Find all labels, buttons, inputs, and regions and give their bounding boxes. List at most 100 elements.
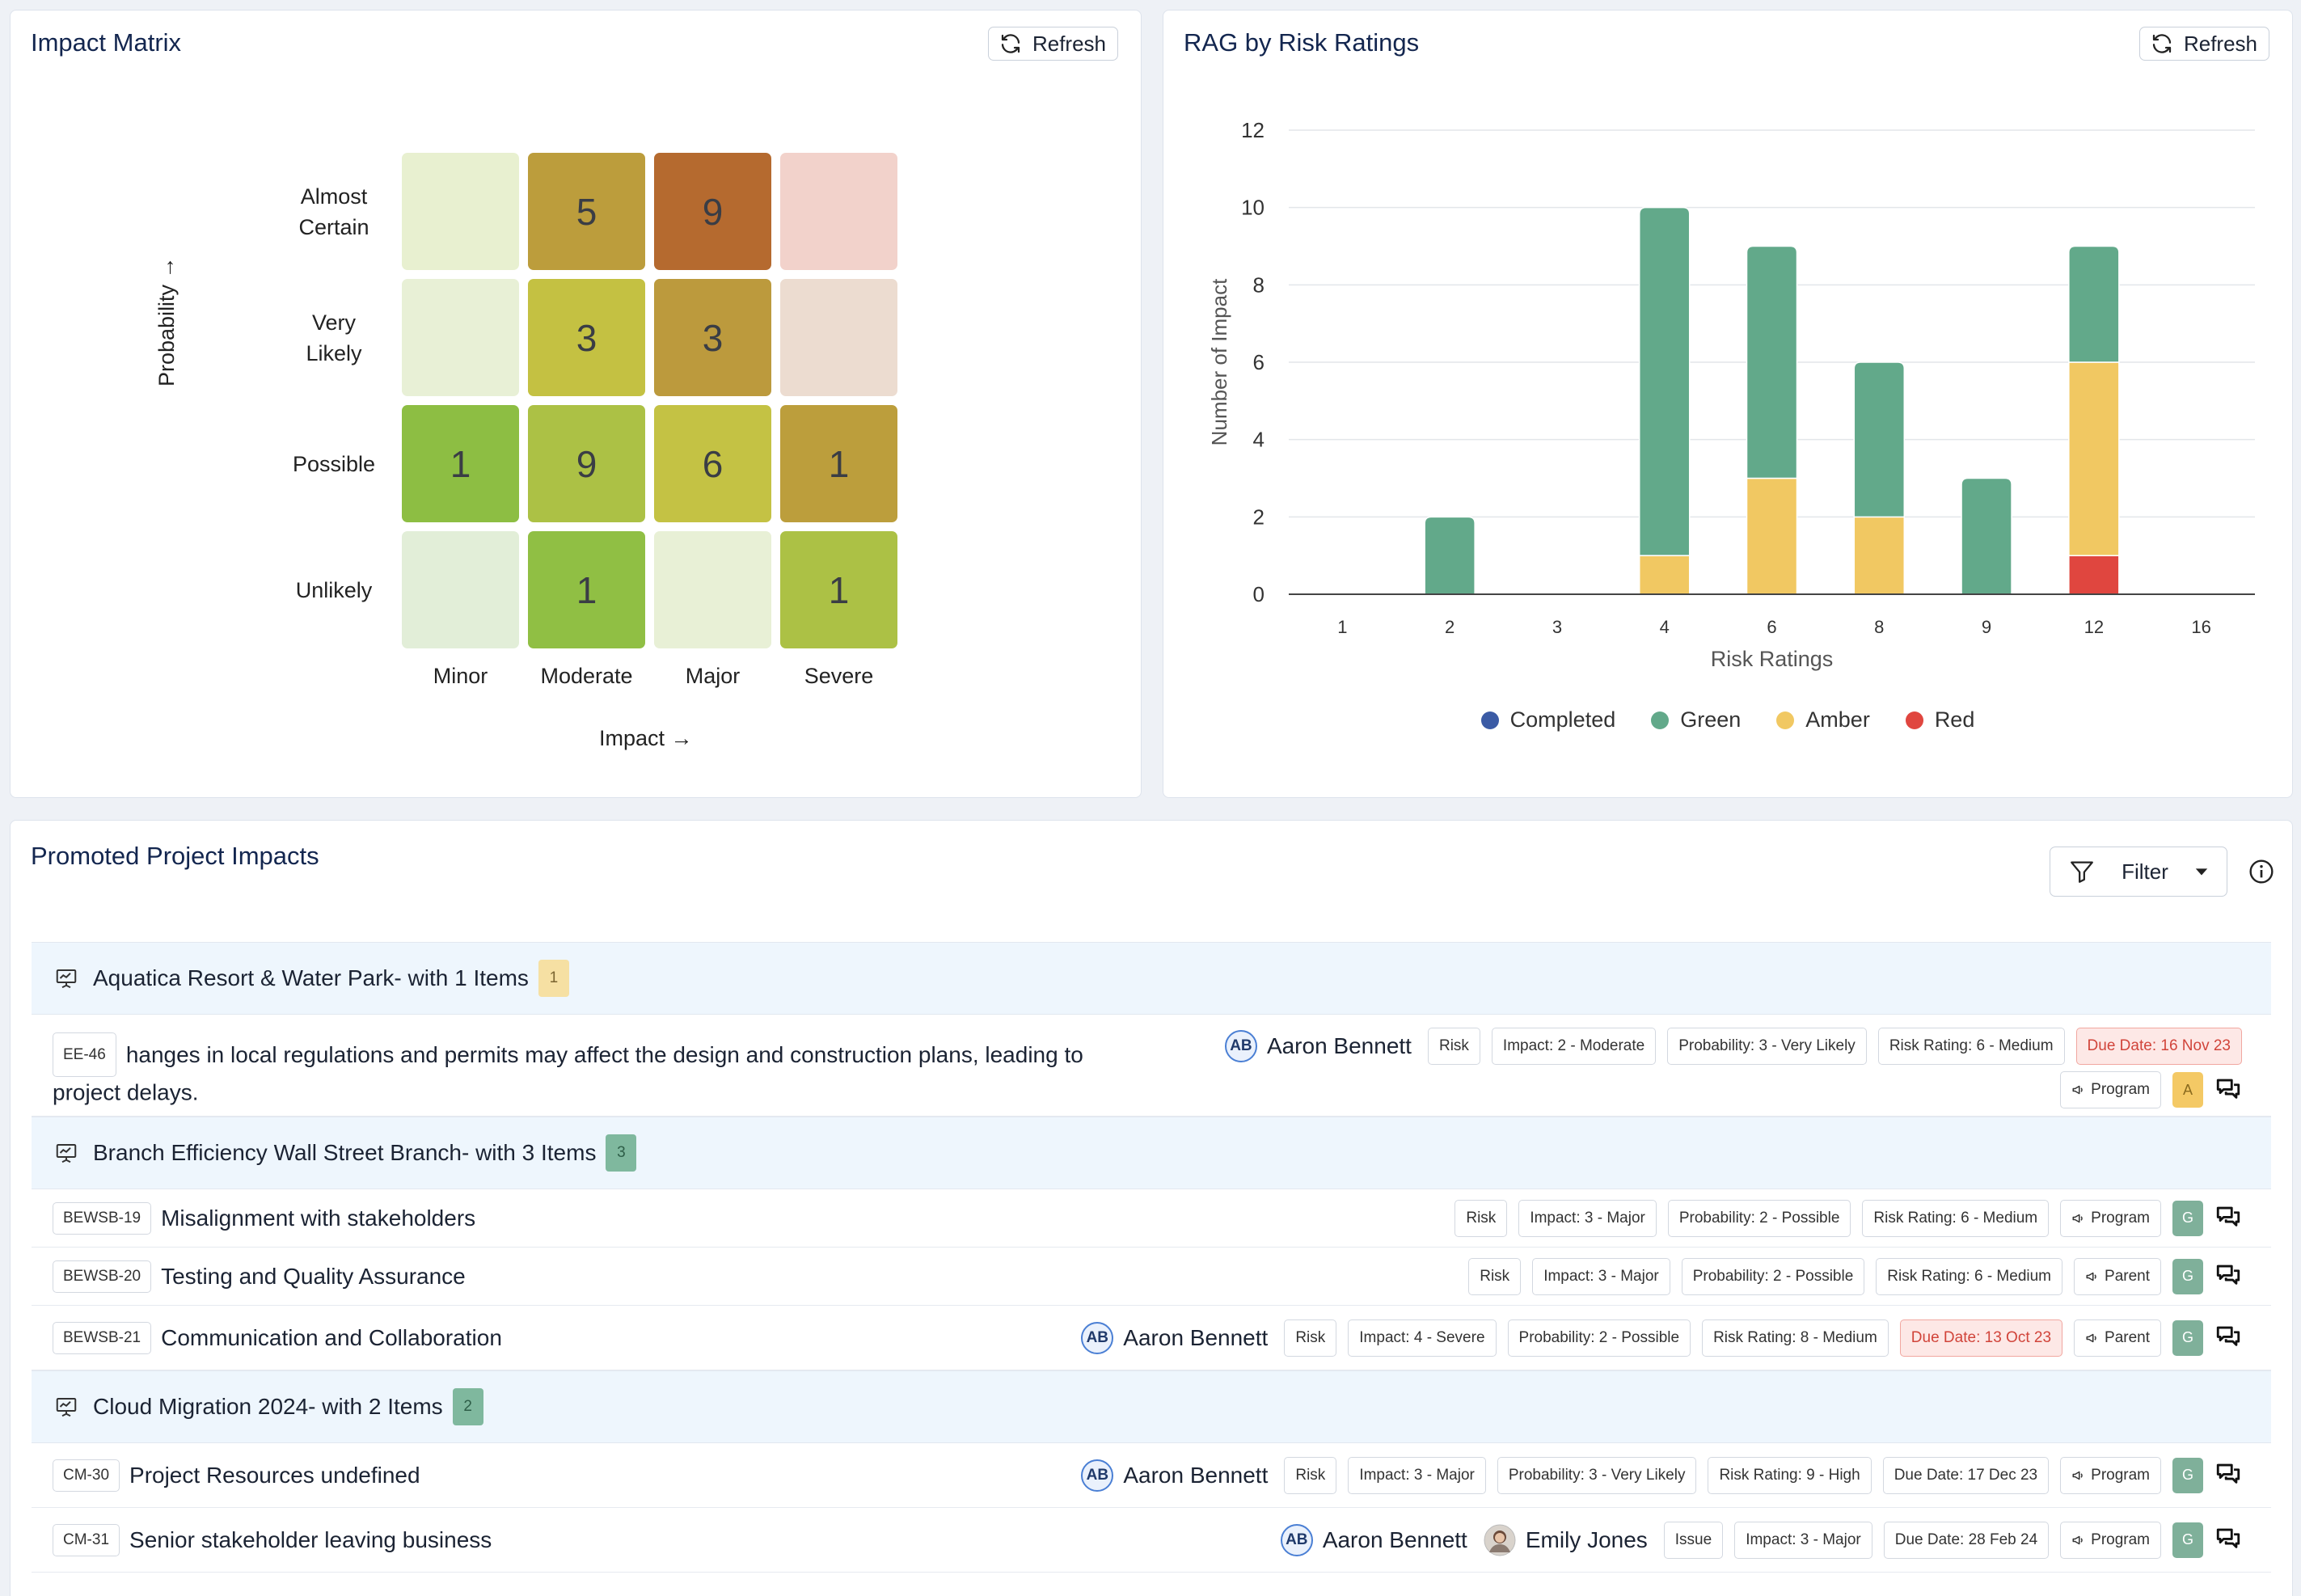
scope-tag[interactable]: Program bbox=[2060, 1071, 2161, 1108]
impact-tags: AB Aaron Bennett Risk Impact: 4 - Severe Pro… bbox=[1081, 1319, 2242, 1357]
group-row[interactable]: Aquatica Resort & Water Park- with 1 Ite… bbox=[32, 942, 2271, 1015]
impact-key-badge[interactable]: EE-46 bbox=[53, 1032, 116, 1077]
scope-tag[interactable]: Program bbox=[2060, 1521, 2161, 1559]
rag-status-badge: G bbox=[2172, 1319, 2203, 1356]
impact-key-badge[interactable]: CM-30 bbox=[53, 1459, 120, 1492]
matrix-cell[interactable]: 1 bbox=[402, 405, 519, 522]
matrix-row-label: Possible bbox=[292, 451, 376, 476]
matrix-cell[interactable] bbox=[402, 279, 519, 396]
impact-key-badge[interactable]: BEWSB-20 bbox=[53, 1260, 152, 1293]
impact-row[interactable]: BEWSB-19 Misalignment with stakeholders Ri… bbox=[32, 1189, 2271, 1248]
impact-title[interactable]: Misalignment with stakeholders bbox=[161, 1205, 476, 1231]
comments-button[interactable] bbox=[2214, 1202, 2242, 1234]
impact-probability-tag: Probability: 2 - Possible bbox=[1507, 1319, 1691, 1357]
impact-key-badge[interactable]: CM-31 bbox=[53, 1523, 120, 1556]
assignee[interactable]: Emily Jones bbox=[1484, 1524, 1648, 1556]
impact-title[interactable]: Senior stakeholder leaving business bbox=[129, 1526, 492, 1552]
bar-segment-green[interactable] bbox=[2068, 245, 2120, 363]
matrix-cell[interactable]: 6 bbox=[654, 405, 771, 522]
bar-segment-green[interactable] bbox=[1638, 206, 1691, 556]
impact-axis-label: Impact → bbox=[599, 726, 693, 750]
matrix-cell[interactable]: 5 bbox=[528, 153, 645, 270]
bar-segment-green[interactable] bbox=[1424, 516, 1476, 595]
scope-tag[interactable]: Program bbox=[2060, 1199, 2161, 1237]
matrix-cell[interactable]: 9 bbox=[654, 153, 771, 270]
matrix-cell[interactable] bbox=[402, 531, 519, 648]
assignee[interactable]: AB Aaron Bennett bbox=[1081, 1321, 1268, 1354]
matrix-cell[interactable]: 3 bbox=[654, 279, 771, 396]
matrix-cell[interactable]: 3 bbox=[528, 279, 645, 396]
matrix-cell[interactable] bbox=[780, 279, 897, 396]
impact-matrix-refresh-button[interactable]: Refresh bbox=[987, 27, 1118, 61]
matrix-cell[interactable]: 1 bbox=[780, 531, 897, 648]
impact-row[interactable]: BEWSB-21 Communication and Collaboration A… bbox=[32, 1306, 2271, 1370]
scope-tag[interactable]: Parent bbox=[2074, 1257, 2161, 1295]
legend-item-green[interactable]: Green bbox=[1651, 707, 1741, 733]
matrix-cell[interactable] bbox=[402, 153, 519, 270]
chat-icon bbox=[2216, 1265, 2240, 1285]
bar-segment-green[interactable] bbox=[1853, 361, 1906, 518]
info-icon[interactable] bbox=[2248, 859, 2274, 885]
bar-segment-amber[interactable] bbox=[1853, 516, 1906, 595]
rag-status-badge: A bbox=[2172, 1072, 2203, 1108]
avatar bbox=[1484, 1524, 1516, 1556]
impact-title[interactable]: Project Resources undefined bbox=[129, 1462, 420, 1488]
legend-item-red[interactable]: Red bbox=[1905, 707, 1974, 733]
assignee[interactable]: AB Aaron Bennett bbox=[1224, 1030, 1412, 1062]
scope-tag[interactable]: Program bbox=[2060, 1456, 2161, 1494]
scope-tag[interactable]: Parent bbox=[2074, 1319, 2161, 1357]
matrix-cell[interactable] bbox=[654, 531, 771, 648]
bar-segment-amber[interactable] bbox=[1746, 477, 1798, 595]
comments-button[interactable] bbox=[2214, 1075, 2242, 1106]
x-tick-label: 3 bbox=[1552, 617, 1562, 637]
group-row[interactable]: Branch Efficiency Wall Street Branch- wi… bbox=[32, 1117, 2271, 1189]
y-tick-label: 8 bbox=[1253, 272, 1264, 297]
matrix-cell[interactable]: 1 bbox=[528, 531, 645, 648]
y-tick-label: 6 bbox=[1253, 350, 1264, 374]
impact-row[interactable]: CM-31 Senior stakeholder leaving business… bbox=[32, 1508, 2271, 1573]
bar-segment-green[interactable] bbox=[1961, 477, 2012, 595]
bar-segment-red[interactable] bbox=[2068, 555, 2120, 595]
assignee[interactable]: AB Aaron Bennett bbox=[1280, 1523, 1467, 1556]
matrix-cell[interactable] bbox=[780, 153, 897, 270]
scope-label: Program bbox=[2091, 1466, 2150, 1484]
comments-button[interactable] bbox=[2214, 1459, 2242, 1491]
impact-title[interactable]: Communication and Collaboration bbox=[161, 1324, 502, 1350]
impact-row[interactable]: BEWSB-20 Testing and Quality Assurance Ris… bbox=[32, 1248, 2271, 1306]
refresh-label: Refresh bbox=[2183, 31, 2257, 56]
legend-item-completed[interactable]: Completed bbox=[1480, 707, 1615, 733]
matrix-column-label: Moderate bbox=[540, 664, 633, 688]
impact-title[interactable]: hanges in local regulations and permits … bbox=[53, 1042, 1083, 1105]
comments-button[interactable] bbox=[2214, 1524, 2242, 1556]
legend-item-amber[interactable]: Amber bbox=[1776, 707, 1870, 733]
rag-chart-legend: Completed Green Amber Red bbox=[1163, 707, 2292, 733]
impact-row[interactable]: EE-46 hanges in local regulations and per… bbox=[32, 1015, 2271, 1117]
megaphone-icon bbox=[2086, 1272, 2096, 1281]
filter-label: Filter bbox=[2122, 859, 2168, 884]
matrix-cell[interactable]: 1 bbox=[780, 405, 897, 522]
rag-chart-refresh-button[interactable]: Refresh bbox=[2138, 27, 2269, 61]
megaphone-icon bbox=[2072, 1085, 2083, 1095]
avatar: AB bbox=[1081, 1321, 1114, 1354]
comments-button[interactable] bbox=[2214, 1322, 2242, 1353]
group-row[interactable]: Cloud Migration 2024- with 2 Items 2 bbox=[32, 1370, 2271, 1443]
matrix-cell[interactable]: 9 bbox=[528, 405, 645, 522]
bar-segment-amber[interactable] bbox=[2068, 361, 2120, 556]
avatar: AB bbox=[1224, 1030, 1257, 1062]
impact-key-badge[interactable]: BEWSB-21 bbox=[53, 1321, 152, 1354]
chat-icon bbox=[2216, 1528, 2240, 1548]
impact-key-badge[interactable]: BEWSB-19 bbox=[53, 1201, 152, 1235]
group-count-badge: 3 bbox=[606, 1134, 637, 1172]
x-tick-label: 12 bbox=[2084, 617, 2104, 637]
impact-impact-tag: Impact: 2 - Moderate bbox=[1491, 1028, 1657, 1065]
filter-button[interactable]: Filter bbox=[2050, 847, 2227, 897]
impact-title[interactable]: Testing and Quality Assurance bbox=[161, 1263, 466, 1289]
impact-row[interactable]: CM-30 Project Resources undefined AB Aaron … bbox=[32, 1443, 2271, 1508]
comments-button[interactable] bbox=[2214, 1260, 2242, 1292]
bar-segment-amber[interactable] bbox=[1638, 555, 1691, 595]
bar-segment-green[interactable] bbox=[1746, 245, 1798, 479]
chat-icon bbox=[2216, 1326, 2240, 1346]
assignee[interactable]: AB Aaron Bennett bbox=[1081, 1459, 1268, 1492]
megaphone-icon bbox=[2072, 1471, 2083, 1480]
impact-type-tag: Risk bbox=[1454, 1199, 1508, 1237]
